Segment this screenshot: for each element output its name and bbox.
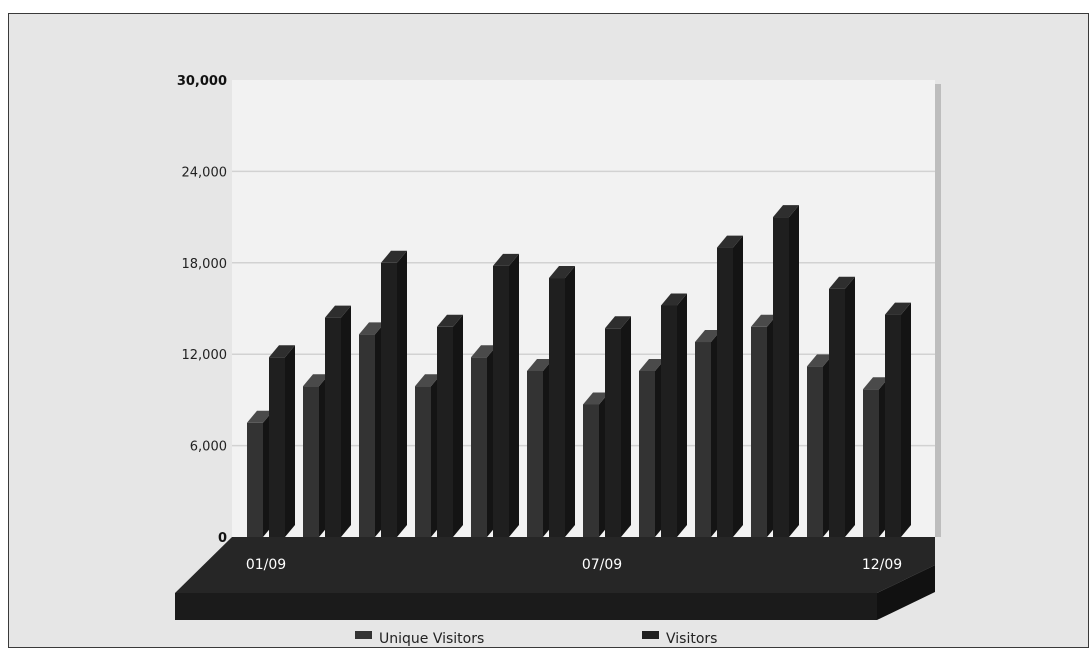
legend-swatch [642,631,659,639]
bar-top [381,250,407,263]
bar-top [605,316,631,329]
bar-front [493,265,509,537]
bar-side [453,314,463,537]
bar-top [303,374,329,387]
bar-top [885,302,911,315]
bar-top [493,253,519,266]
bar-side [285,345,295,537]
bar-side [845,276,855,537]
bar-top [863,377,889,390]
bar-top [661,293,687,306]
bar-front [527,370,543,537]
bar-front [471,357,487,537]
bar-side [733,235,743,538]
y-tick-label: 24,000 [182,165,228,180]
bar-top [437,314,463,327]
bar-front [885,314,901,537]
bar-top [527,358,553,371]
bar-top [549,266,575,279]
bar-front [381,262,397,537]
bar-visitors [493,253,519,537]
bar-front [325,317,341,537]
bar-front [549,278,565,537]
bar-front [437,326,453,537]
bar-top [247,410,273,423]
bar-top [471,345,497,358]
bar-top [325,305,351,318]
bar-visitors [773,205,799,537]
x-tick-label: 12/09 [862,557,902,573]
bar-side [621,316,631,537]
y-tick-label: 18,000 [182,257,228,272]
bar-side [509,253,519,537]
bar-side [341,305,351,537]
bar-side [901,302,911,537]
bar-top [639,358,665,371]
bar-visitors [661,293,687,537]
bar-front [829,288,845,537]
bar-side [789,205,799,537]
bar-visitors [437,314,463,537]
bar-front [717,247,733,538]
legend-swatch [355,631,372,639]
legend-label: Unique Visitors [379,631,484,647]
bar-front [605,328,621,537]
bar-front [863,389,879,537]
bar-top [773,205,799,218]
plot-wall-edge [935,84,941,537]
bar-front [751,326,767,537]
legend-label: Visitors [666,631,717,647]
bar-front [773,217,789,537]
bar-top [415,374,441,387]
chart-floor-side [877,565,935,620]
bar-front [359,334,375,537]
bar-side [397,250,407,538]
bar-visitors [325,305,351,537]
y-tick-label: 0 [218,531,227,546]
bar-visitors [549,266,575,537]
chart-floor [175,537,935,593]
chart-floor-front [175,593,877,620]
bar-front [639,370,655,537]
bar-front [583,404,599,537]
bar-visitors [381,250,407,538]
bar-side [677,293,687,537]
bar-front [415,386,431,537]
bar-visitors [885,302,911,537]
bar-top [717,235,743,248]
bar-top [807,354,833,367]
bar-visitors [717,235,743,538]
bar-front [247,422,263,537]
bar-visitors [605,316,631,537]
bar-front [269,357,285,537]
bar-front [807,366,823,537]
y-tick-label: 30,000 [177,74,227,89]
bar-top [829,276,855,289]
y-tick-label: 12,000 [182,348,228,363]
bar-top [359,322,385,335]
bar-top [695,330,721,343]
bar-visitors [829,276,855,537]
x-tick-label: 01/09 [246,557,286,573]
bar-front [695,342,711,537]
bar-front [661,305,677,537]
bar-visitors [269,345,295,537]
bar-side [565,266,575,537]
bar-top [751,314,777,327]
x-tick-label: 07/09 [582,557,622,573]
bar-top [583,392,609,405]
y-tick-label: 6,000 [190,440,227,455]
bar-front [303,386,319,537]
bar-top [269,345,295,358]
